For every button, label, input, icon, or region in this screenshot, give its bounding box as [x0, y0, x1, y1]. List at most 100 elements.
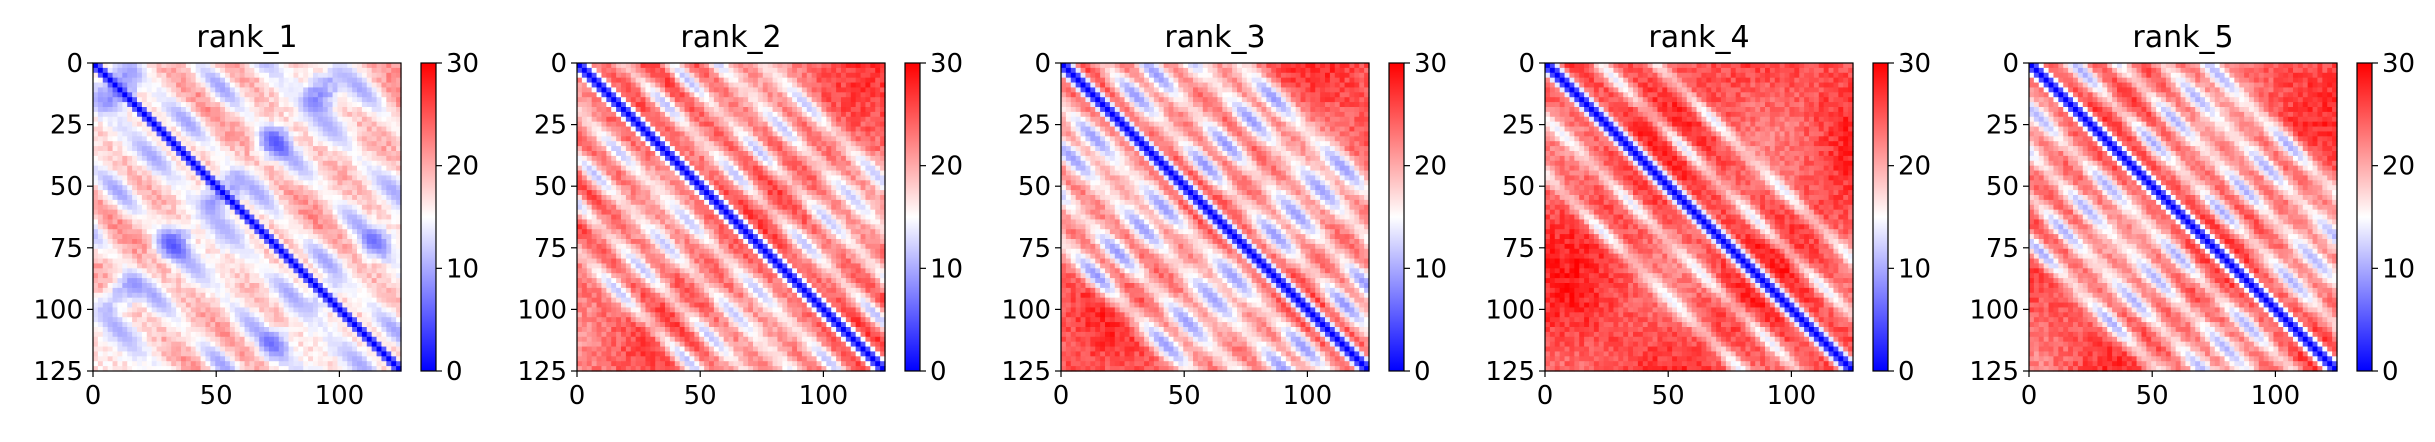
heatmap-cell — [841, 63, 846, 68]
heatmap-cell — [337, 97, 342, 102]
heatmap-cell — [230, 278, 235, 283]
heatmap-cell — [196, 288, 201, 293]
heatmap-cell — [186, 185, 191, 190]
heatmap-cell — [137, 146, 142, 151]
heatmap-cell — [127, 337, 132, 342]
heatmap-cell — [225, 180, 230, 185]
heatmap-cell — [577, 87, 582, 92]
heatmap-cell — [386, 92, 391, 97]
heatmap-cell — [758, 127, 763, 132]
heatmap-cell — [861, 78, 866, 83]
heatmap-cell — [269, 92, 274, 97]
heatmap-cell — [342, 278, 347, 283]
heatmap-cell — [367, 83, 372, 88]
heatmap-cell — [362, 117, 367, 122]
heatmap-cell — [161, 342, 166, 347]
heatmap-cell — [685, 107, 690, 112]
heatmap-cell — [176, 317, 181, 322]
heatmap-cell — [298, 356, 303, 361]
heatmap-cell — [284, 195, 289, 200]
heatmap-cell — [113, 195, 118, 200]
heatmap-cell — [210, 112, 215, 117]
heatmap-cell — [391, 73, 396, 78]
heatmap-cell — [225, 342, 230, 347]
heatmap-cell — [113, 117, 118, 122]
heatmap-cell — [122, 117, 127, 122]
heatmap-cell — [284, 180, 289, 185]
heatmap-cell — [122, 317, 127, 322]
heatmap-cell — [284, 219, 289, 224]
heatmap-cell — [328, 161, 333, 166]
heatmap-cell — [215, 249, 220, 254]
heatmap-cell — [636, 87, 641, 92]
heatmap-cell — [597, 136, 602, 141]
heatmap-cell — [215, 239, 220, 244]
heatmap-cell — [685, 112, 690, 117]
heatmap-cell — [103, 136, 108, 141]
heatmap-cell — [313, 180, 318, 185]
heatmap-cell — [318, 356, 323, 361]
heatmap-cell — [93, 224, 98, 229]
heatmap-cell — [753, 73, 758, 78]
heatmap-cell — [357, 273, 362, 278]
heatmap-cell — [328, 68, 333, 73]
heatmap-cell — [357, 87, 362, 92]
heatmap-cell — [137, 342, 142, 347]
heatmap-cell — [171, 312, 176, 317]
heatmap-cell — [230, 190, 235, 195]
heatmap-cell — [225, 298, 230, 303]
heatmap-cell — [372, 239, 377, 244]
heatmap-cell — [161, 146, 166, 151]
heatmap-cell — [181, 171, 186, 176]
heatmap-cell — [298, 185, 303, 190]
heatmap-cell — [108, 293, 113, 298]
heatmap-cell — [381, 156, 386, 161]
heatmap-cell — [386, 136, 391, 141]
heatmap-cell — [117, 342, 122, 347]
heatmap-cell — [269, 112, 274, 117]
heatmap-cell — [191, 92, 196, 97]
heatmap-cell — [812, 97, 817, 102]
heatmap-cell — [724, 127, 729, 132]
heatmap-cell — [347, 161, 352, 166]
heatmap-cell — [773, 131, 778, 136]
heatmap-cell — [367, 342, 372, 347]
heatmap-cell — [230, 332, 235, 337]
heatmap-cell — [186, 298, 191, 303]
heatmap-cell — [308, 239, 313, 244]
heatmap-cell — [132, 78, 137, 83]
heatmap-cell — [660, 127, 665, 132]
heatmap-cell — [861, 73, 866, 78]
heatmap-cell — [337, 229, 342, 234]
heatmap-cell — [372, 122, 377, 127]
heatmap-cell — [108, 312, 113, 317]
heatmap-cell — [284, 107, 289, 112]
heatmap-cell — [181, 244, 186, 249]
heatmap-cell — [875, 87, 880, 92]
heatmap-cell — [675, 107, 680, 112]
heatmap-cell — [230, 293, 235, 298]
heatmap-cell — [205, 87, 210, 92]
heatmap-cell — [269, 254, 274, 259]
heatmap-cell — [768, 78, 773, 83]
heatmap-cell — [147, 332, 152, 337]
heatmap-cell — [132, 185, 137, 190]
heatmap-cell — [821, 92, 826, 97]
heatmap-cell — [186, 219, 191, 224]
heatmap-cell — [137, 122, 142, 127]
heatmap-cell — [729, 136, 734, 141]
heatmap-cell — [166, 161, 171, 166]
heatmap-cell — [171, 307, 176, 312]
heatmap-cell — [821, 127, 826, 132]
heatmap-cell — [205, 136, 210, 141]
heatmap-cell — [98, 224, 103, 229]
heatmap-cell — [264, 92, 269, 97]
heatmap-cell — [284, 332, 289, 337]
heatmap-cell — [616, 136, 621, 141]
heatmap-cell — [230, 215, 235, 220]
heatmap-cell — [152, 273, 157, 278]
heatmap-cell — [147, 210, 152, 215]
heatmap-cell — [201, 303, 206, 308]
heatmap-cell — [367, 166, 372, 171]
